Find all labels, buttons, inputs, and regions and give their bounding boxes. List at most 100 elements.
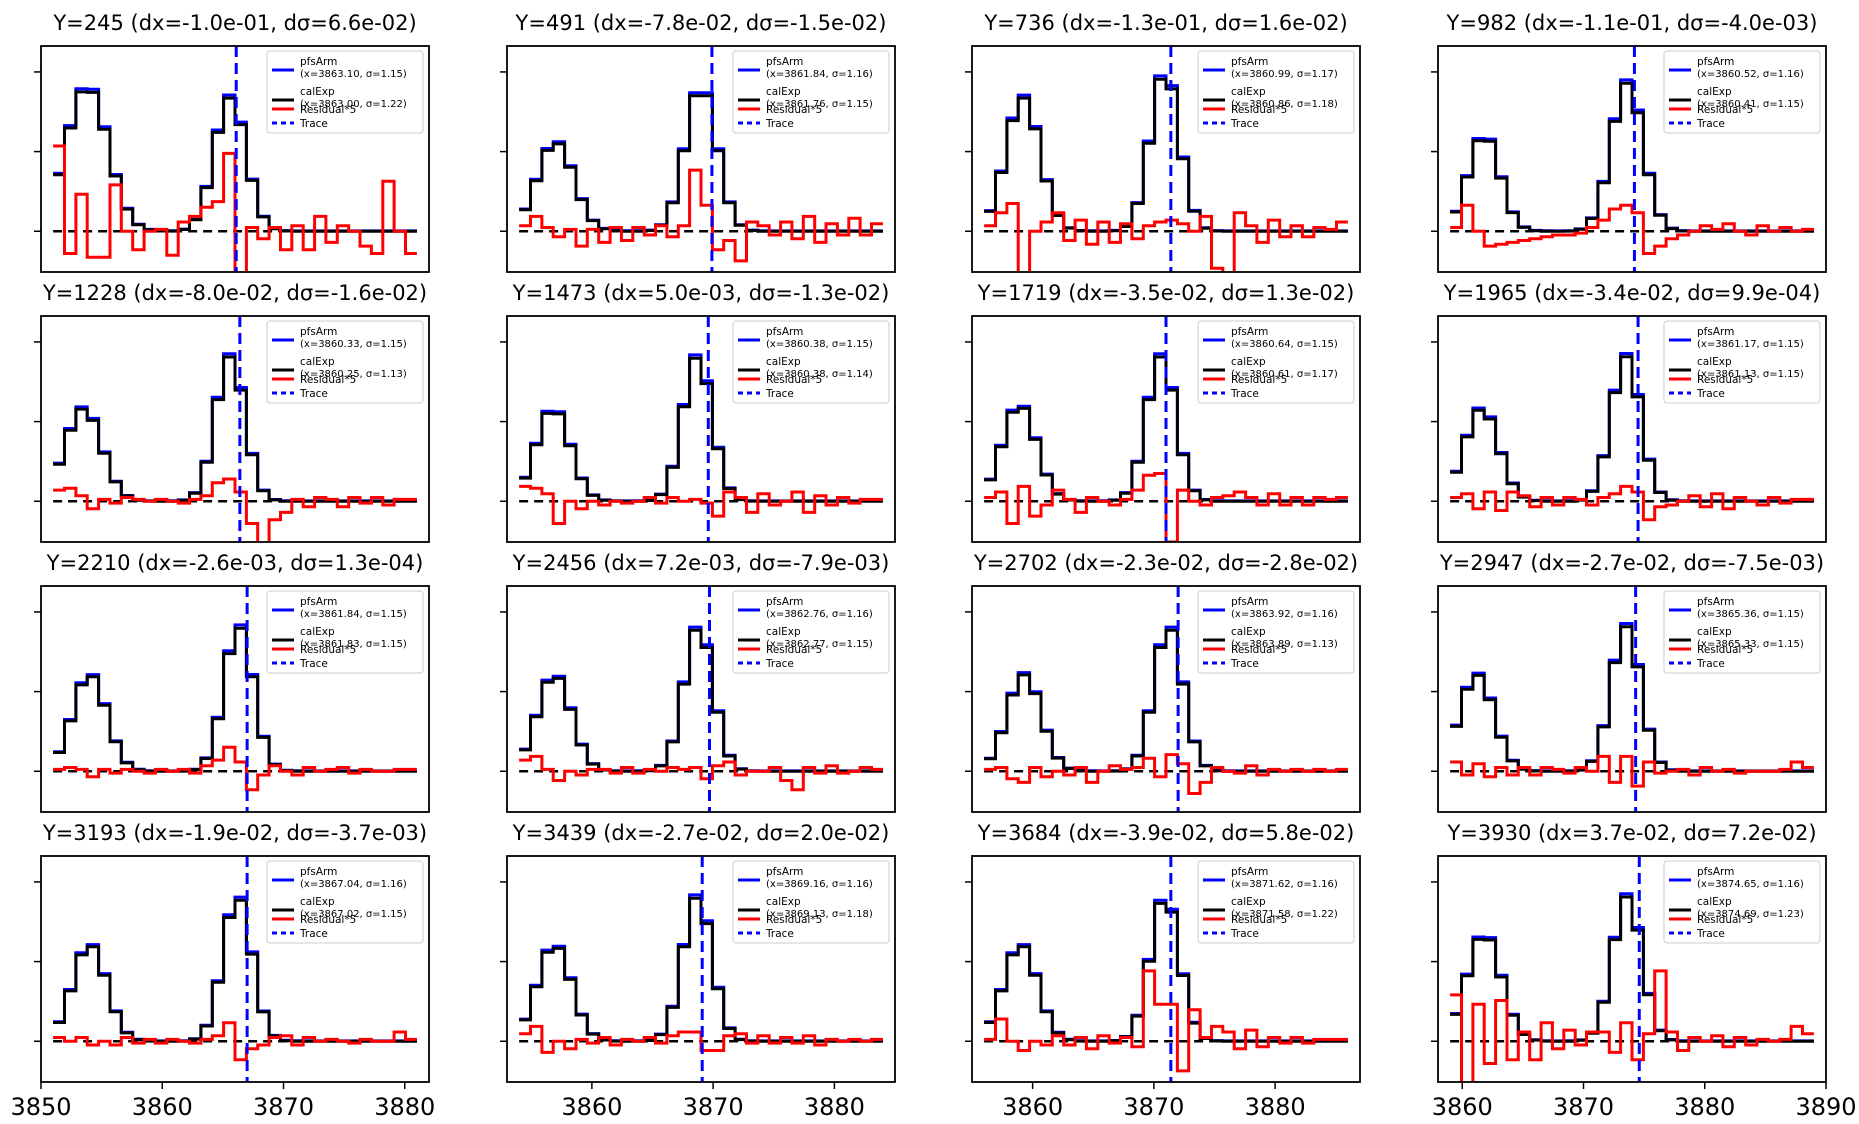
legend-entry-calexp-fit: (x=3860.41, σ=1.15) bbox=[1697, 99, 1804, 110]
subplot-8: Y=1965 (dx=-3.4e-02, dσ=9.9e-04)pfsArm(x… bbox=[1431, 281, 1827, 543]
residual-series bbox=[53, 1021, 417, 1062]
legend-entry-calexp-label: calExp bbox=[1231, 86, 1266, 98]
legend-entry-residual-label: Residual*5 bbox=[300, 104, 356, 116]
legend-entry-pfsarm-fit: (x=3874.65, σ=1.16) bbox=[1697, 879, 1804, 890]
legend-entry-trace-label: Trace bbox=[1230, 118, 1259, 130]
legend-entry-trace-label: Trace bbox=[299, 118, 328, 130]
legend-entry-pfsarm-fit: (x=3871.62, σ=1.16) bbox=[1231, 879, 1338, 890]
legend-entry-residual-label: Residual*5 bbox=[1231, 644, 1287, 656]
calexp-series bbox=[53, 355, 417, 503]
legend-entry-calexp-label: calExp bbox=[1231, 626, 1266, 638]
plot-area bbox=[984, 316, 1348, 542]
residual-series bbox=[1450, 203, 1814, 255]
legend-entry-pfsarm-label: pfsArm bbox=[766, 326, 803, 338]
plot-area bbox=[53, 856, 417, 1082]
legend-box bbox=[1663, 860, 1821, 944]
legend-entry-pfsarm-label: pfsArm bbox=[1697, 56, 1734, 68]
legend-entry-calexp-fit: (x=3861.13, σ=1.15) bbox=[1697, 369, 1804, 380]
axes-frame bbox=[40, 855, 430, 1083]
legend-entry-pfsarm-fit: (x=3860.64, σ=1.15) bbox=[1231, 339, 1338, 350]
legend-entry-residual-label: Residual*5 bbox=[1231, 374, 1287, 386]
legend-entry-calexp-label: calExp bbox=[1231, 896, 1266, 908]
x-tick-label: 3870 bbox=[1553, 1093, 1614, 1121]
legend-box bbox=[732, 320, 890, 404]
plot-area bbox=[53, 316, 417, 542]
plot-area bbox=[1450, 856, 1814, 1082]
legend-entry-residual-label: Residual*5 bbox=[1697, 644, 1753, 656]
legend-entry-trace-label: Trace bbox=[765, 658, 794, 670]
x-tick-label: 3880 bbox=[374, 1093, 435, 1121]
calexp-series bbox=[519, 896, 883, 1043]
legend-entry-pfsarm-fit: (x=3862.76, σ=1.16) bbox=[766, 609, 873, 620]
legend-box bbox=[266, 860, 424, 944]
x-tick-label: 3850 bbox=[10, 1093, 71, 1121]
legend-entry-pfsarm-label: pfsArm bbox=[1231, 866, 1268, 878]
legend-entry-calexp-label: calExp bbox=[300, 356, 335, 368]
legend-entry-pfsarm-fit: (x=3867.04, σ=1.16) bbox=[300, 879, 407, 890]
legend-entry-calexp-fit: (x=3874.69, σ=1.23) bbox=[1697, 909, 1804, 920]
legend-entry-pfsarm-label: pfsArm bbox=[1231, 326, 1268, 338]
legend-entry-residual-label: Residual*5 bbox=[1697, 914, 1753, 926]
calexp-series bbox=[984, 355, 1348, 503]
legend: pfsArm(x=3874.65, σ=1.16) calExp(x=3874.6… bbox=[1663, 860, 1821, 944]
legend-entry-pfsarm-fit: (x=3861.84, σ=1.16) bbox=[766, 69, 873, 80]
legend: pfsArm(x=3860.52, σ=1.16) calExp(x=3860.4… bbox=[1663, 50, 1821, 134]
calexp-series bbox=[984, 77, 1348, 233]
legend: pfsArm(x=3869.16, σ=1.16) calExp(x=3869.1… bbox=[732, 860, 890, 944]
legend-entry-trace-label: Trace bbox=[1696, 118, 1725, 130]
subplot-1: Y=245 (dx=-1.0e-01, dσ=6.6e-02)pfsArm(x=… bbox=[34, 11, 430, 273]
legend-box bbox=[732, 50, 890, 134]
legend-entry-calexp-label: calExp bbox=[1697, 896, 1732, 908]
legend-entry-trace-label: Trace bbox=[765, 118, 794, 130]
legend-entry-calexp-label: calExp bbox=[300, 86, 335, 98]
legend-entry-calexp-label: calExp bbox=[300, 896, 335, 908]
legend-box bbox=[1663, 50, 1821, 134]
legend: pfsArm(x=3865.36, σ=1.15) calExp(x=3865.3… bbox=[1663, 590, 1821, 674]
subplot-title: Y=3193 (dx=-1.9e-02, dσ=-3.7e-03) bbox=[42, 821, 427, 845]
legend-entry-calexp-fit: (x=3860.86, σ=1.18) bbox=[1231, 99, 1338, 110]
legend-entry-trace-label: Trace bbox=[1696, 388, 1725, 400]
legend-entry-calexp-label: calExp bbox=[1697, 626, 1732, 638]
x-tick-label: 3880 bbox=[1674, 1093, 1735, 1121]
residual-series bbox=[519, 1024, 883, 1054]
legend-box bbox=[1197, 590, 1355, 674]
legend-entry-residual-label: Residual*5 bbox=[766, 374, 822, 386]
legend-entry-pfsarm-label: pfsArm bbox=[300, 866, 337, 878]
subplot-title: Y=3930 (dx=3.7e-02, dσ=7.2e-02) bbox=[1446, 821, 1816, 845]
legend-entry-pfsarm-label: pfsArm bbox=[1231, 56, 1268, 68]
legend-entry-trace-label: Trace bbox=[299, 928, 328, 940]
legend-entry-calexp-label: calExp bbox=[1231, 356, 1266, 368]
legend-entry-trace-label: Trace bbox=[1230, 928, 1259, 940]
subplot-15: Y=3684 (dx=-3.9e-02, dσ=5.8e-02) 3860 3870… bbox=[965, 821, 1361, 1121]
legend-entry-calexp-label: calExp bbox=[766, 86, 801, 98]
legend-entry-pfsarm-label: pfsArm bbox=[1697, 596, 1734, 608]
legend-entry-calexp-label: calExp bbox=[1697, 356, 1732, 368]
legend-entry-calexp-label: calExp bbox=[300, 626, 335, 638]
legend-entry-pfsarm-label: pfsArm bbox=[766, 866, 803, 878]
subplot-title: Y=1719 (dx=-3.5e-02, dσ=1.3e-02) bbox=[977, 281, 1355, 305]
legend-entry-residual-label: Residual*5 bbox=[1697, 104, 1753, 116]
x-tick-label: 3870 bbox=[253, 1093, 314, 1121]
x-tick-label: 3860 bbox=[561, 1093, 622, 1121]
x-tick-label: 3860 bbox=[132, 1093, 193, 1121]
legend-entry-pfsarm-label: pfsArm bbox=[300, 326, 337, 338]
subplot-4: Y=982 (dx=-1.1e-01, dσ=-4.0e-03)pfsArm(x… bbox=[1431, 11, 1827, 273]
legend-entry-calexp-fit: (x=3860.61, σ=1.17) bbox=[1231, 369, 1338, 380]
legend-entry-residual-label: Residual*5 bbox=[766, 644, 822, 656]
subplot-title: Y=3439 (dx=-2.7e-02, dσ=2.0e-02) bbox=[512, 821, 890, 845]
axes-frame bbox=[971, 585, 1361, 813]
plot-area bbox=[519, 856, 883, 1082]
residual-series bbox=[519, 168, 883, 263]
plot-area bbox=[519, 316, 883, 542]
subplot-2: Y=491 (dx=-7.8e-02, dσ=-1.5e-02)pfsArm(x… bbox=[500, 11, 896, 273]
legend-entry-pfsarm-fit: (x=3861.17, σ=1.15) bbox=[1697, 339, 1804, 350]
legend-box bbox=[266, 50, 424, 134]
calexp-series bbox=[1450, 355, 1814, 503]
residual-series bbox=[1450, 484, 1814, 522]
legend-box bbox=[1197, 50, 1355, 134]
subplot-14: Y=3439 (dx=-2.7e-02, dσ=2.0e-02) 3860 3870… bbox=[500, 821, 896, 1121]
residual-series bbox=[53, 477, 417, 542]
subplot-6: Y=1473 (dx=5.0e-03, dσ=-1.3e-02)pfsArm(x… bbox=[500, 281, 896, 543]
plot-area bbox=[1450, 586, 1814, 812]
legend: pfsArm(x=3860.38, σ=1.15) calExp(x=3860.3… bbox=[732, 320, 890, 404]
